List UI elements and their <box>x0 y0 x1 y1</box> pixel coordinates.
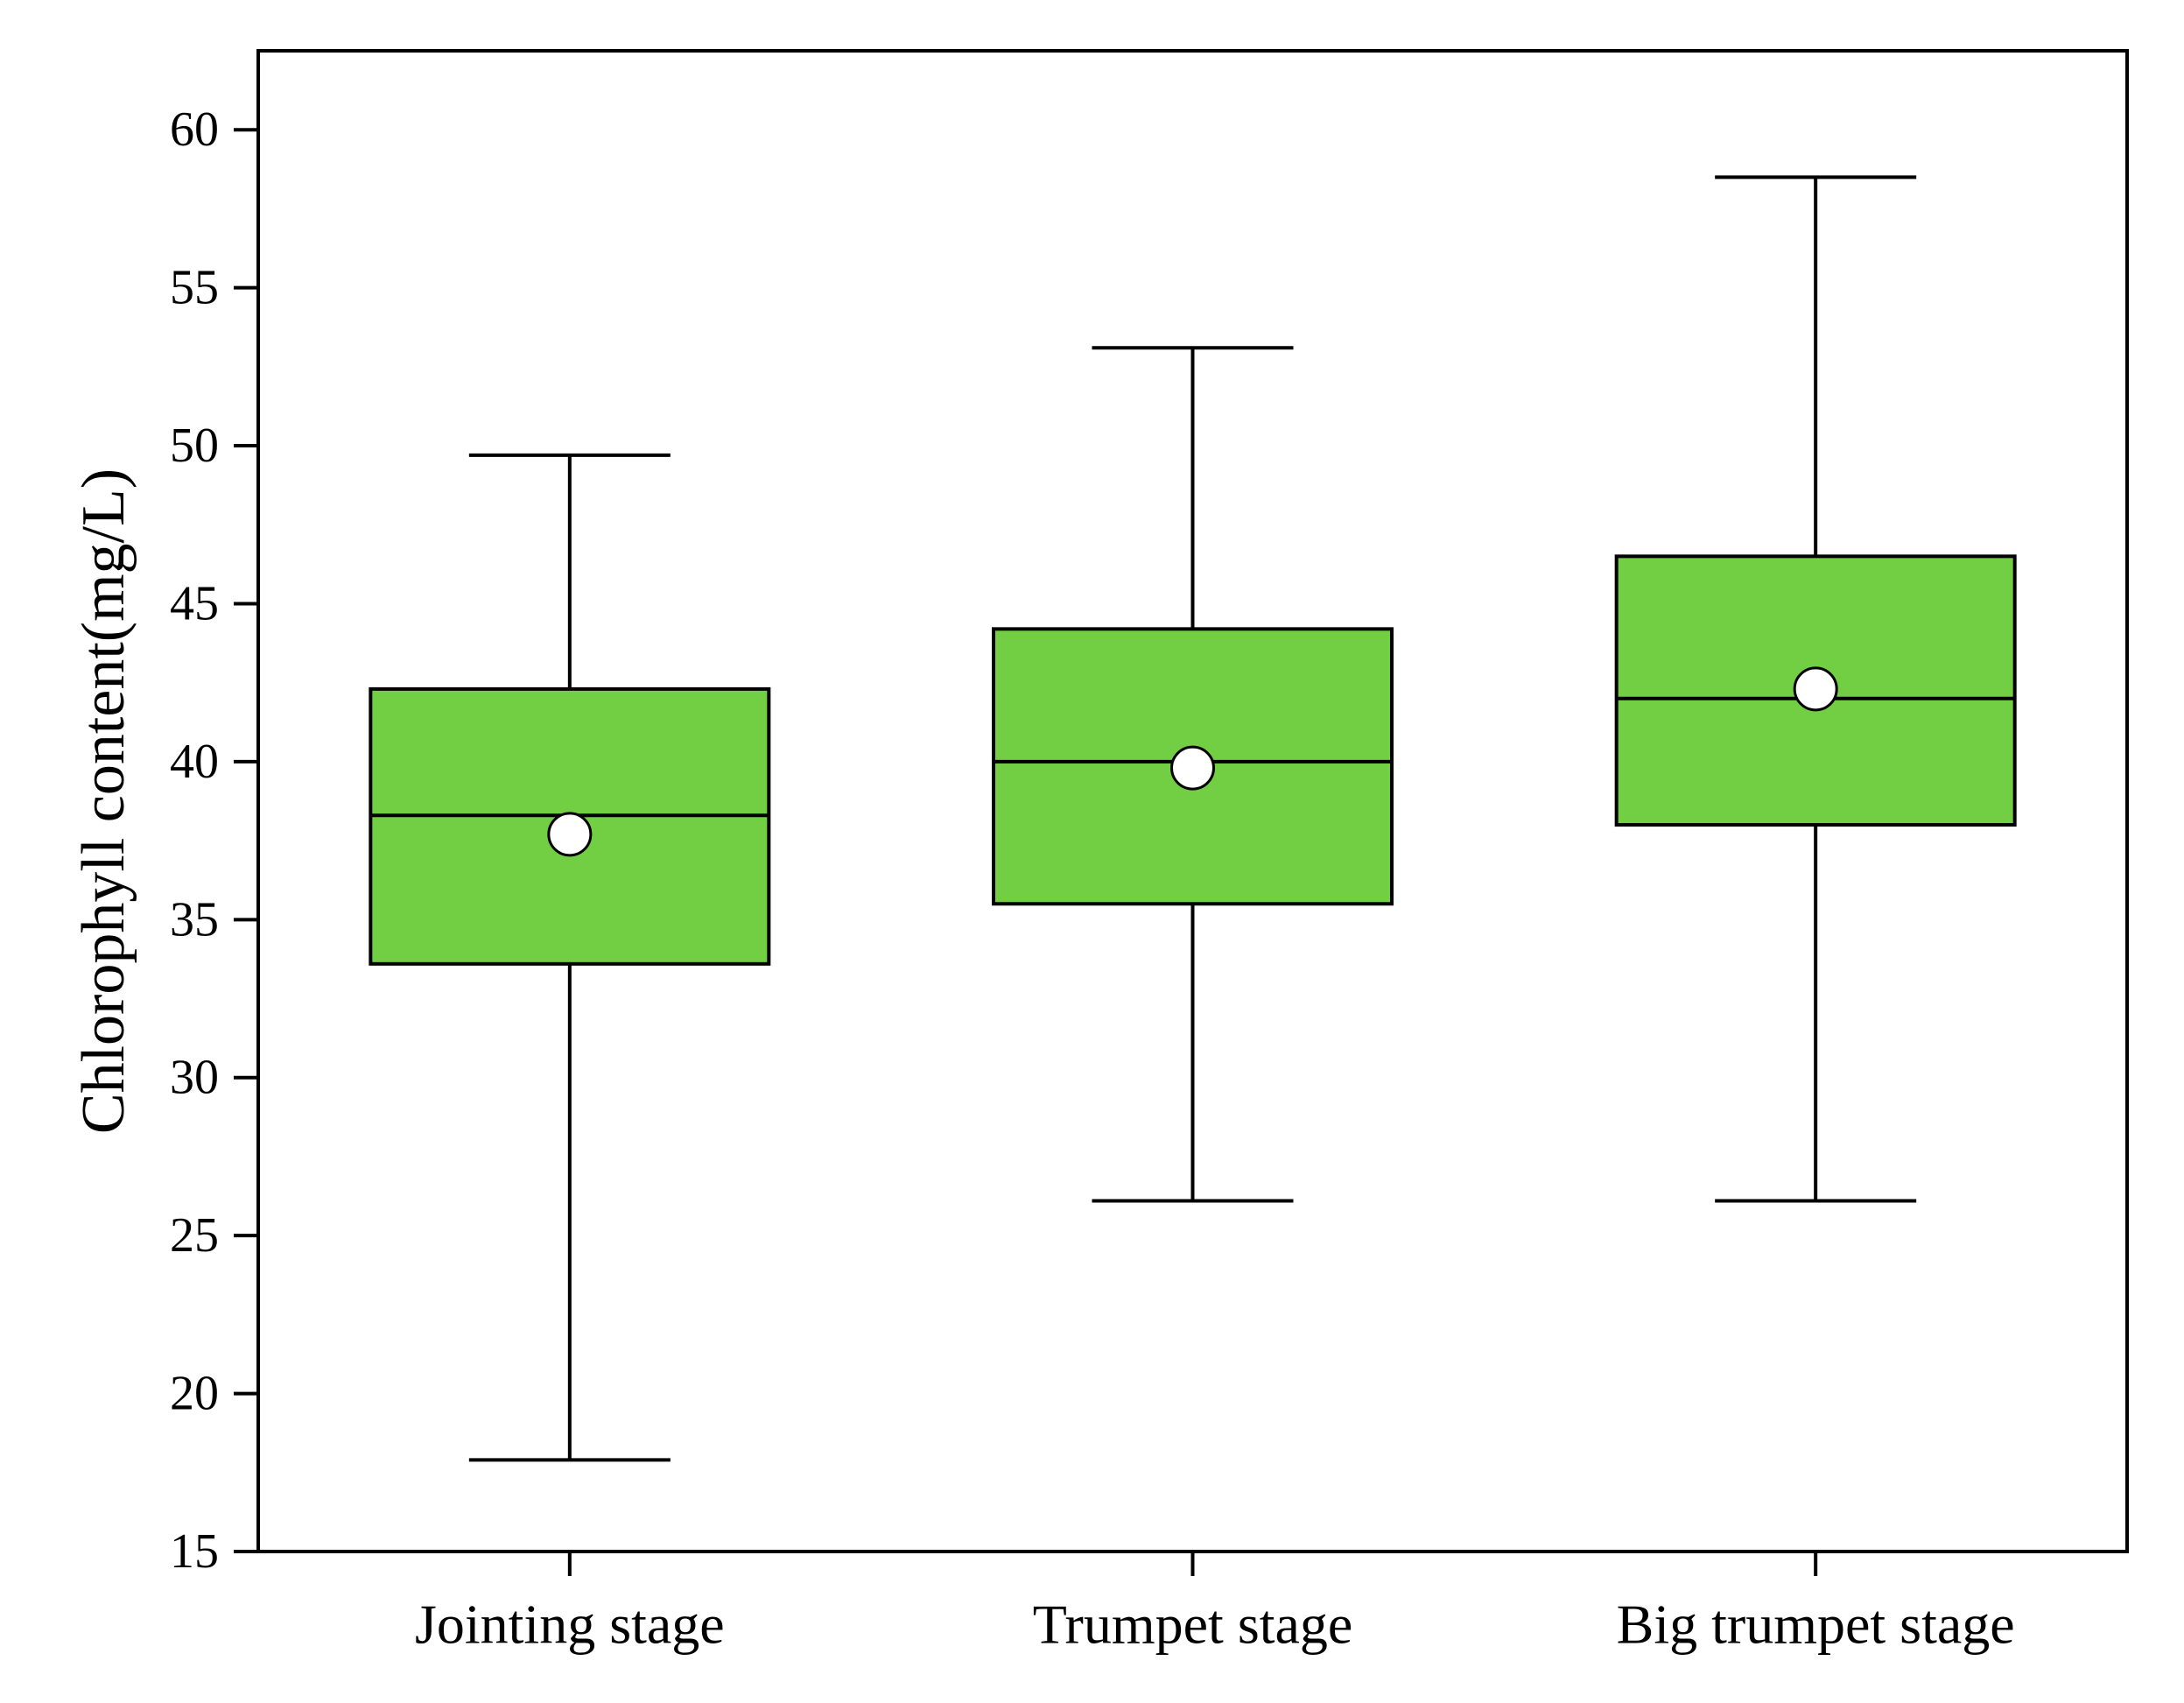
y-tick-label: 20 <box>170 1367 219 1421</box>
box-plot-series <box>369 175 2017 1462</box>
box-3 <box>1614 175 2017 1203</box>
y-axis-ticks: 15 20 25 30 35 40 45 50 55 60 <box>170 102 258 1579</box>
y-axis-title: Chlorophyll content(mg/L) <box>70 468 137 1134</box>
y-tick-label: 25 <box>170 1208 219 1263</box>
box-1 <box>369 453 771 1462</box>
x-category-label: Big trumpet stage <box>1617 1594 2015 1656</box>
mean-marker <box>547 812 593 857</box>
mean-marker <box>1170 745 1215 791</box>
y-tick-label: 35 <box>170 892 219 947</box>
y-tick-label: 40 <box>170 735 219 789</box>
box-2 <box>992 346 1394 1203</box>
x-category-label: Jointing stage <box>415 1594 725 1656</box>
iqr-box <box>1614 554 2017 827</box>
y-tick-label: 50 <box>170 419 219 473</box>
y-tick-label: 45 <box>170 576 219 630</box>
y-tick-label: 55 <box>170 261 219 315</box>
plot-frame <box>256 49 2129 1553</box>
x-axis-categories: Jointing stage Trumpet stage Big trumpet s… <box>415 1552 2015 1656</box>
mean-marker <box>1793 666 1838 712</box>
y-tick-label: 60 <box>170 102 219 157</box>
y-tick-label: 15 <box>170 1524 219 1579</box>
y-tick-label: 30 <box>170 1051 219 1105</box>
x-category-label: Trumpet stage <box>1033 1594 1353 1656</box>
